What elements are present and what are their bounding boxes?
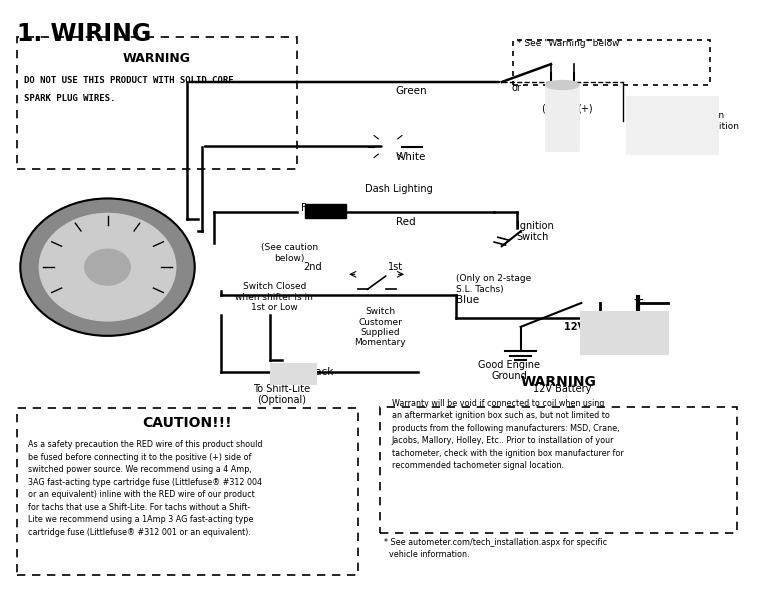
Text: Ignition
Switch: Ignition Switch <box>517 221 554 242</box>
Text: CAUTION!!!: CAUTION!!! <box>142 416 232 430</box>
Text: WARNING: WARNING <box>123 52 191 65</box>
Text: 1. WIRING: 1. WIRING <box>17 22 151 46</box>
Text: Tach output on
Electronic ignition: Tach output on Electronic ignition <box>657 111 739 131</box>
Bar <box>304 205 346 218</box>
Text: COIL: COIL <box>555 122 578 132</box>
Circle shape <box>85 249 130 285</box>
Text: Green: Green <box>395 86 427 96</box>
Text: DO NOT USE THIS PRODUCT WITH SOLID CORE: DO NOT USE THIS PRODUCT WITH SOLID CORE <box>24 76 233 85</box>
Text: * See "Warning" below: * See "Warning" below <box>517 38 620 47</box>
Text: Switch
Customer
Supplied
Momentary: Switch Customer Supplied Momentary <box>355 307 406 347</box>
Text: Fuse: Fuse <box>301 203 324 214</box>
Text: SPARK PLUG WIRES.: SPARK PLUG WIRES. <box>24 94 115 103</box>
Text: Black: Black <box>304 367 333 377</box>
Text: 12V BATTERY: 12V BATTERY <box>564 322 636 332</box>
Text: (-): (-) <box>542 104 552 114</box>
Text: Warranty will be void if connected to coil when using
an aftermarket ignition bo: Warranty will be void if connected to co… <box>391 398 623 470</box>
Text: As a safety precaution the RED wire of this product should
be fused before conne: As a safety precaution the RED wire of t… <box>28 440 262 537</box>
Text: +: + <box>633 293 644 307</box>
Text: White: White <box>395 152 426 161</box>
Bar <box>271 363 316 383</box>
Text: or: or <box>512 83 522 93</box>
Bar <box>267 360 320 386</box>
Text: Red: Red <box>395 217 415 227</box>
FancyBboxPatch shape <box>626 97 718 154</box>
Circle shape <box>39 214 175 321</box>
Text: To Shift-Lite
(Optional): To Shift-Lite (Optional) <box>253 383 311 405</box>
Text: 12V Battery: 12V Battery <box>533 383 591 394</box>
Text: (See caution
below): (See caution below) <box>261 243 318 263</box>
Circle shape <box>21 199 195 336</box>
Text: 2nd: 2nd <box>303 262 321 272</box>
Bar <box>581 312 668 354</box>
Text: (Only on 2-stage
S.L. Tachs): (Only on 2-stage S.L. Tachs) <box>456 274 532 293</box>
Text: 1st: 1st <box>388 262 403 272</box>
Text: Good Engine
Ground: Good Engine Ground <box>478 360 540 382</box>
Bar <box>546 85 579 151</box>
Ellipse shape <box>546 80 579 89</box>
Text: Blue: Blue <box>456 295 479 305</box>
Text: WARNING: WARNING <box>520 374 597 389</box>
Text: (+): (+) <box>578 104 593 114</box>
Text: Switch Closed
when shifter is in
1st or Low: Switch Closed when shifter is in 1st or … <box>235 282 314 312</box>
Text: * See autometer.com/tech_installation.aspx for specific
  vehicle information.: * See autometer.com/tech_installation.as… <box>385 538 607 559</box>
Text: Dash Lighting: Dash Lighting <box>365 184 433 194</box>
